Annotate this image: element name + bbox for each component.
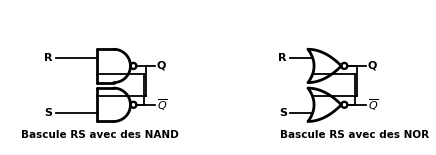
Text: $\overline{Q}$: $\overline{Q}$ [157,97,167,113]
Text: S: S [279,108,287,118]
Text: R: R [278,53,287,63]
Text: R: R [44,53,53,63]
Text: $\overline{Q}$: $\overline{Q}$ [368,97,378,113]
Text: Q: Q [368,61,377,71]
Text: Q: Q [157,61,166,71]
Text: Bascule RS avec des NAND: Bascule RS avec des NAND [21,130,179,140]
Text: S: S [45,108,53,118]
Text: Bascule RS avec des NOR: Bascule RS avec des NOR [280,130,429,140]
